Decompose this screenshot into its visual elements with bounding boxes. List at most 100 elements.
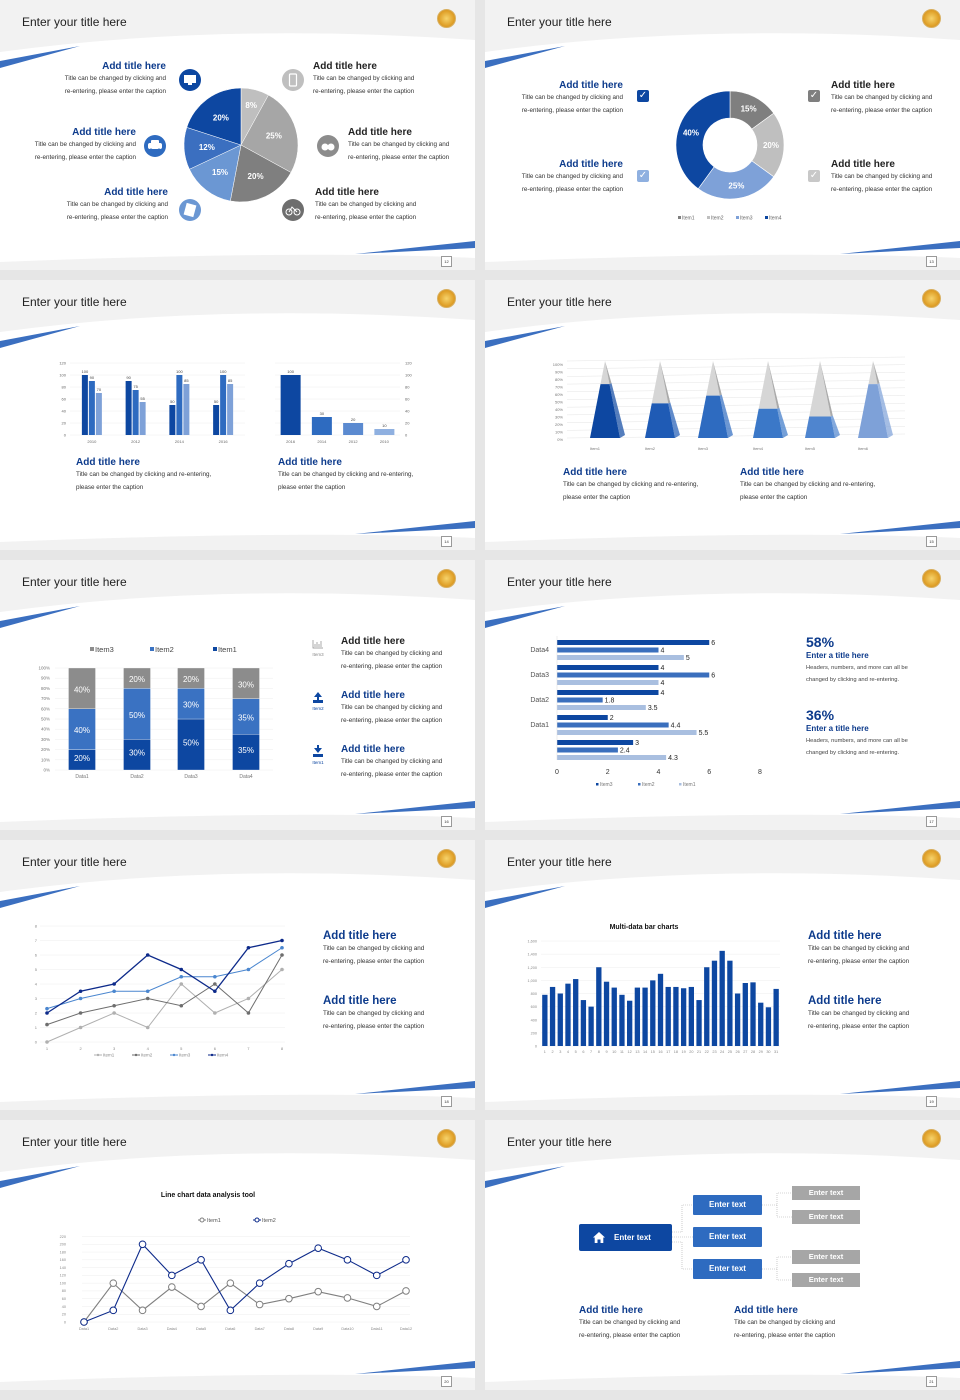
text-block: Add title here Title can be changed by cl… bbox=[51, 61, 166, 98]
checkbox-icon[interactable]: ✓ bbox=[808, 170, 820, 182]
slide-title[interactable]: Enter your title here bbox=[22, 1135, 127, 1149]
y-tick-label: 1,200 bbox=[527, 966, 537, 970]
flow-mid-node[interactable]: Enter text bbox=[693, 1259, 762, 1279]
block-title[interactable]: Add title here bbox=[341, 636, 405, 647]
bar-data-label: 30 bbox=[320, 411, 325, 416]
x-tick-label: 2014 bbox=[317, 439, 327, 444]
block-title[interactable]: Add title here bbox=[278, 457, 342, 468]
block-title[interactable]: Add title here bbox=[104, 187, 168, 198]
top-swoosh bbox=[0, 46, 80, 68]
block-title[interactable]: Add title here bbox=[808, 995, 882, 1007]
block-title[interactable]: Add title here bbox=[323, 995, 397, 1007]
x-tick-label: 2012 bbox=[349, 439, 359, 444]
slide-title[interactable]: Enter your title here bbox=[507, 855, 612, 869]
pyramid-bar bbox=[645, 403, 675, 438]
slide-title[interactable]: Enter your title here bbox=[22, 855, 127, 869]
bar bbox=[565, 983, 571, 1046]
y-tick-label: 6 bbox=[35, 953, 38, 958]
line-point bbox=[179, 974, 184, 979]
block-title[interactable]: Add title here bbox=[831, 80, 895, 91]
y-tick-label: 100% bbox=[38, 666, 50, 671]
flow-leaf-node[interactable]: Enter text bbox=[792, 1273, 860, 1287]
block-title[interactable]: Add title here bbox=[341, 744, 405, 755]
stacked-bar-segment bbox=[123, 667, 151, 689]
segment-data-label: 40% bbox=[74, 726, 90, 735]
block-title[interactable]: Add title here bbox=[563, 467, 627, 478]
legend-label: Item3 bbox=[600, 782, 613, 788]
segment-data-label: 50% bbox=[183, 739, 199, 748]
y-tick-label: 0 bbox=[35, 1040, 38, 1045]
stat-title[interactable]: Enter a title here bbox=[806, 724, 869, 733]
y-tick-label: 120 bbox=[60, 1274, 66, 1278]
checkbox-icon[interactable]: ✓ bbox=[637, 170, 649, 182]
slide-title[interactable]: Enter your title here bbox=[22, 295, 127, 309]
slide-title[interactable]: Enter your title here bbox=[22, 575, 127, 589]
bar-data-label: 3.5 bbox=[648, 705, 658, 712]
y-tick-label: 40% bbox=[41, 727, 50, 732]
line-point bbox=[213, 974, 217, 979]
text-block: Add title here Title can be changed by cl… bbox=[53, 187, 168, 224]
checkbox-icon[interactable]: ✓ bbox=[637, 90, 649, 102]
block-title[interactable]: Add title here bbox=[808, 930, 882, 942]
line-point bbox=[78, 989, 83, 994]
block-title[interactable]: Add title here bbox=[323, 930, 397, 942]
line-point bbox=[226, 1279, 235, 1287]
bar-data-label: 70 bbox=[97, 387, 102, 392]
slide-title[interactable]: Enter your title here bbox=[507, 575, 612, 589]
slide-title[interactable]: Enter your title here bbox=[507, 1135, 612, 1149]
flow-leaf-node[interactable]: Enter text bbox=[792, 1210, 860, 1224]
y-tick-label: 4 bbox=[35, 982, 38, 987]
block-title[interactable]: Add title here bbox=[102, 61, 166, 72]
bar bbox=[680, 988, 687, 1046]
text-block: Add title here Title can be changed by cl… bbox=[740, 467, 915, 504]
block-title[interactable]: Add title here bbox=[341, 690, 405, 701]
block-title[interactable]: Add title here bbox=[559, 80, 623, 91]
bar-data-label: 5 bbox=[686, 655, 690, 662]
flow-leaf-node[interactable]: Enter text bbox=[792, 1250, 860, 1264]
bar bbox=[696, 1000, 702, 1046]
line-point bbox=[246, 945, 251, 950]
line-point bbox=[280, 953, 284, 957]
checkbox-icon[interactable]: ✓ bbox=[808, 90, 820, 102]
legend-swatch bbox=[90, 647, 94, 651]
flow-mid-node[interactable]: Enter text bbox=[693, 1227, 762, 1247]
block-caption: Title can be changed by clicking and re-… bbox=[76, 471, 212, 491]
block-title[interactable]: Add title here bbox=[559, 159, 623, 170]
slide-title[interactable]: Enter your title here bbox=[22, 15, 127, 29]
bar bbox=[758, 1002, 764, 1046]
line-point bbox=[138, 1240, 147, 1249]
stat-title[interactable]: Enter a title here bbox=[806, 651, 869, 660]
page-number: 17 bbox=[926, 816, 937, 827]
donut-data-label: 40% bbox=[683, 128, 699, 137]
block-title[interactable]: Add title here bbox=[740, 467, 804, 478]
slide-title[interactable]: Enter your title here bbox=[507, 15, 612, 29]
block-title[interactable]: Add title here bbox=[348, 127, 412, 138]
line-series bbox=[46, 969, 283, 1043]
block-title[interactable]: Add title here bbox=[734, 1305, 798, 1316]
y-category-label: Data1 bbox=[530, 722, 549, 729]
block-title[interactable]: Add title here bbox=[76, 457, 140, 468]
flow-mid-node[interactable]: Enter text bbox=[693, 1195, 762, 1215]
pyramid-remainder bbox=[868, 361, 878, 385]
stat-block: 36% Enter a title here Headers, numbers, a… bbox=[806, 707, 946, 759]
block-title[interactable]: Add title here bbox=[313, 61, 377, 72]
block-title[interactable]: Add title here bbox=[831, 159, 895, 170]
flow-leaf-node[interactable]: Enter text bbox=[792, 1186, 860, 1200]
flow-root-node[interactable]: Enter text bbox=[579, 1224, 672, 1251]
bottom-swoosh bbox=[355, 801, 475, 814]
pie-slice bbox=[189, 144, 242, 202]
bar bbox=[719, 950, 725, 1046]
y-category-label: Data3 bbox=[530, 672, 549, 679]
slide-title[interactable]: Enter your title here bbox=[507, 295, 612, 309]
gridline bbox=[566, 402, 906, 408]
top-swoosh bbox=[485, 46, 565, 68]
bar-data-label: 55 bbox=[140, 396, 145, 401]
y-tick-label: 20 bbox=[405, 421, 410, 426]
hbar bbox=[557, 722, 669, 728]
block-title[interactable]: Add title here bbox=[315, 187, 379, 198]
line-point bbox=[112, 1011, 116, 1015]
block-title[interactable]: Add title here bbox=[579, 1305, 643, 1316]
icon-label: Item2 bbox=[312, 706, 324, 711]
block-title[interactable]: Add title here bbox=[72, 127, 136, 138]
stat-value: 36% bbox=[806, 707, 835, 723]
